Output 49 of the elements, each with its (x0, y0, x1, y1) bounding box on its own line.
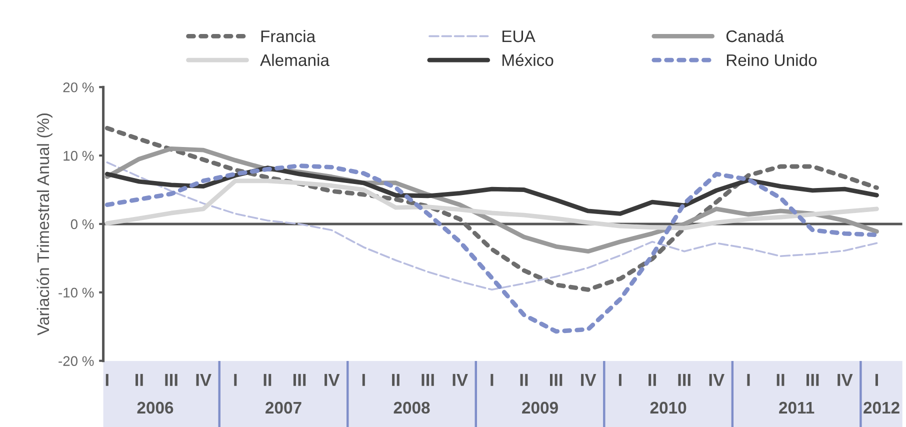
x-tick-label: II (264, 374, 272, 386)
x-tick-label: IV (452, 374, 468, 386)
x-tick-label: II (776, 374, 784, 386)
y-tick-label: -20 % (58, 356, 94, 366)
legend-label: Canadá (726, 30, 784, 42)
x-tick-label: I (747, 374, 750, 386)
text: 2010 (650, 402, 686, 414)
legend-label: México (502, 54, 554, 66)
x-tick-label: I (234, 374, 237, 386)
line-series (104, 166, 879, 216)
y-axis-title: Variación Trimestral Anual (%) (36, 114, 52, 336)
x-tick-label: IV (324, 374, 340, 386)
legend-label: Francia (261, 30, 316, 42)
x-tick-label: III (550, 374, 562, 386)
x-tick-label: III (678, 374, 690, 386)
text: 2009 (522, 402, 558, 414)
legend-label: Reino Unido (726, 54, 817, 66)
x-tick-label: IV (709, 374, 724, 386)
x-tick-label: I (618, 374, 622, 386)
line-series (104, 178, 879, 230)
x-tick-label: II (520, 374, 528, 386)
x-tick-label: I (362, 374, 365, 386)
x-tick-label: III (165, 374, 178, 386)
y-tick-label: 10 % (64, 150, 94, 161)
line-series (104, 126, 879, 292)
x-tick-label: I (490, 374, 494, 386)
text: 2007 (266, 402, 302, 414)
text: 2011 (779, 402, 814, 414)
y-tick-label: 0 % (70, 219, 94, 230)
x-tick-label: III (806, 374, 819, 386)
x-tick-label: III (422, 374, 434, 386)
x-tick-label: IV (581, 374, 596, 386)
x-tick-label: II (136, 374, 143, 386)
x-tick-label: II (392, 374, 400, 386)
legend-label: EUA (502, 30, 536, 42)
x-tick-label: I (875, 374, 878, 386)
x-tick-label: III (293, 374, 306, 386)
x-tick-label: IV (196, 374, 212, 386)
text: 2008 (394, 402, 430, 414)
y-tick-label: -10 % (58, 288, 94, 298)
text: 2012 (864, 402, 900, 414)
x-tick-label: IV (838, 374, 853, 386)
x-tick-label: I (106, 374, 108, 386)
legend-label: Alemania (260, 54, 330, 66)
line-series (106, 161, 878, 291)
text: 2006 (137, 402, 174, 414)
line-series (104, 164, 879, 334)
x-tick-label: II (648, 374, 656, 386)
y-tick-label: 20 % (63, 82, 94, 92)
